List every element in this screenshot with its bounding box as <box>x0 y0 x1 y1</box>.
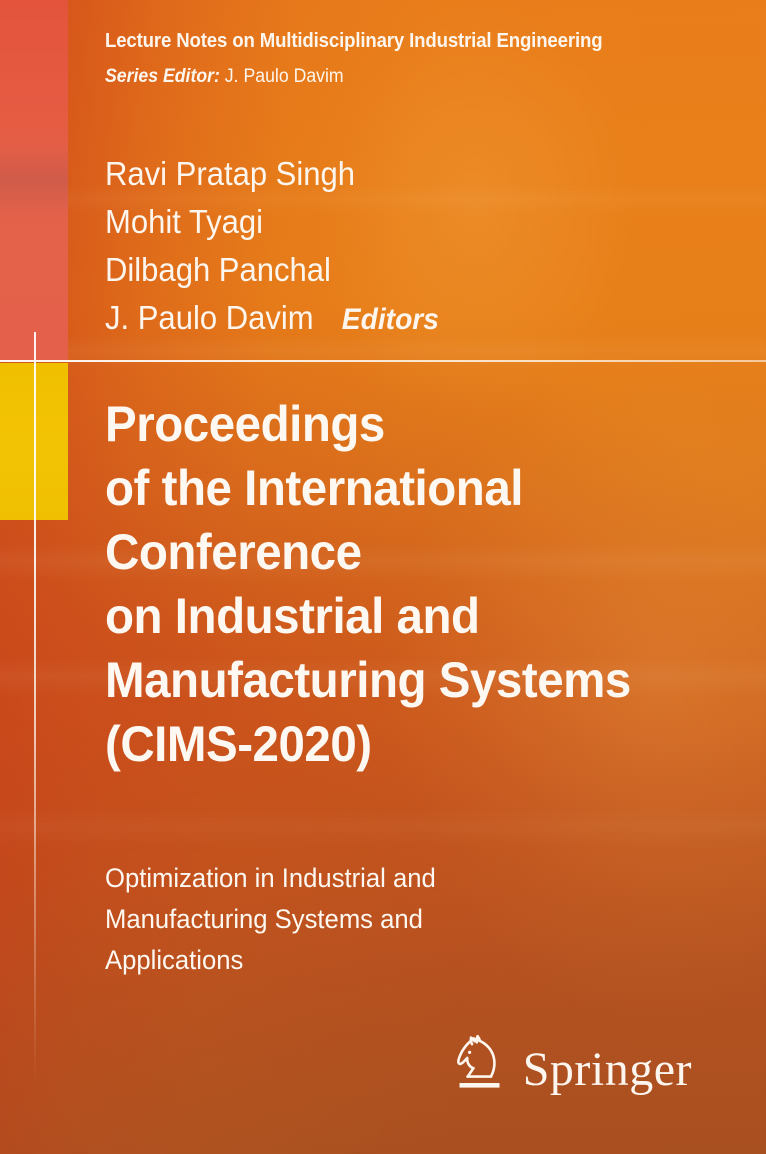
spine-block-coral <box>0 0 68 360</box>
editor-name-2: Mohit Tyagi <box>105 203 264 240</box>
series-editor-line: Series Editor: J. Paulo Davim <box>105 66 344 88</box>
editor-name-1: Ravi Pratap Singh <box>105 155 356 192</box>
cover-content: Lecture Notes on Multidisciplinary Indus… <box>105 0 766 1154</box>
series-title: Lecture Notes on Multidisciplinary Indus… <box>105 30 603 52</box>
book-subtitle: Optimization in Industrial and Manufactu… <box>105 858 453 981</box>
title-line-1: Proceedings <box>105 396 385 452</box>
editor-name-4-row: J. Paulo Davim Editors <box>105 294 439 344</box>
title-line-5: Manufacturing Systems <box>105 652 631 708</box>
series-editor-name: J. Paulo Davim <box>219 66 344 87</box>
publisher-name: Springer <box>522 1043 692 1096</box>
title-line-3: Conference <box>105 524 362 580</box>
title-line-2: of the International <box>105 460 523 516</box>
book-title: Proceedings of the International Confere… <box>105 392 726 776</box>
springer-knight-icon <box>451 1032 509 1098</box>
subtitle-line-1: Optimization in Industrial and <box>105 863 436 893</box>
series-editor-label: Series Editor: <box>105 66 220 87</box>
editor-name-3: Dilbagh Panchal <box>105 251 331 288</box>
publisher-logo: Springer <box>451 1032 692 1098</box>
subtitle-line-2: Manufacturing Systems and <box>105 904 423 934</box>
title-line-4: on Industrial and <box>105 588 480 644</box>
horizontal-divider-rule <box>0 360 766 362</box>
editors-role-label: Editors <box>341 303 439 336</box>
vertical-divider-rule <box>34 332 36 1084</box>
title-line-6: (CIMS-2020) <box>105 716 372 772</box>
subtitle-line-3: Applications <box>105 945 244 975</box>
editor-name-4: J. Paulo Davim <box>105 299 314 336</box>
editors-block: Ravi Pratap Singh Mohit Tyagi Dilbagh Pa… <box>105 150 460 344</box>
